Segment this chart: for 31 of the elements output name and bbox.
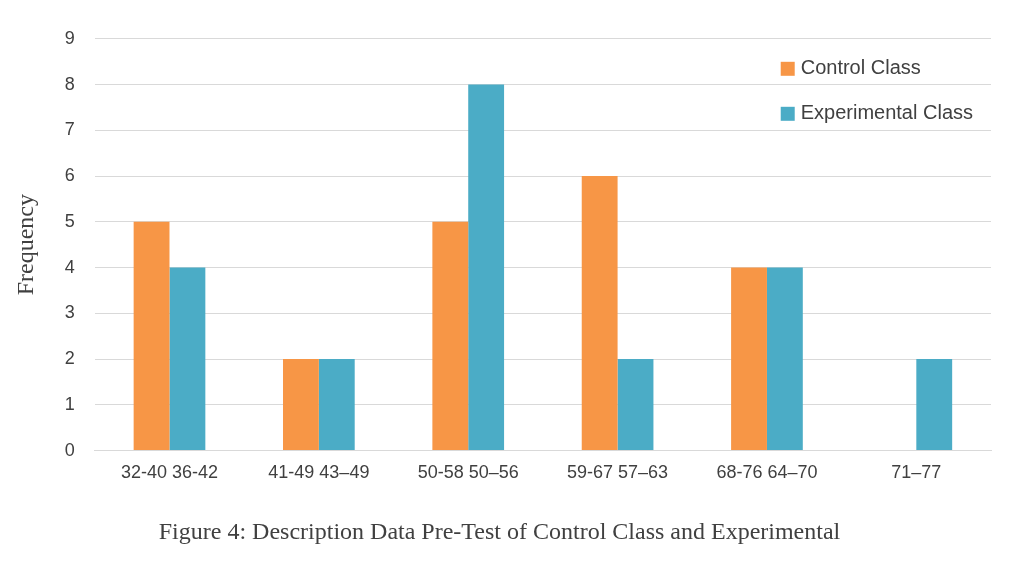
legend-label: Control Class bbox=[800, 56, 921, 79]
bar bbox=[468, 84, 505, 451]
y-tick-label: 1 bbox=[64, 393, 75, 414]
x-tick-label: 50-58 50–56 bbox=[417, 462, 519, 483]
y-tick-label: 0 bbox=[64, 439, 75, 460]
bar bbox=[581, 176, 618, 451]
y-axis-title: Frequency bbox=[11, 194, 38, 296]
legend-label: Experimental Class bbox=[800, 101, 974, 124]
bar bbox=[283, 359, 319, 451]
bar bbox=[731, 267, 767, 451]
text: Figure 4: Description Data Pre-Test of Control Class and Experimental bbox=[158, 517, 841, 544]
y-tick-label: 5 bbox=[64, 210, 75, 231]
x-tick-label: 59-67 57–63 bbox=[567, 462, 669, 483]
bar bbox=[318, 359, 355, 451]
bar bbox=[766, 267, 803, 451]
x-tick-label: 41-49 43–49 bbox=[268, 462, 370, 483]
bar bbox=[169, 267, 206, 451]
y-tick-label: 2 bbox=[64, 348, 75, 369]
y-tick-label: 9 bbox=[64, 27, 75, 48]
bar bbox=[432, 221, 469, 451]
x-tick-label: 68-76 64–70 bbox=[716, 462, 818, 483]
x-tick-label: 71–77 bbox=[891, 462, 942, 483]
y-tick-label: 3 bbox=[64, 302, 75, 323]
bar bbox=[916, 359, 953, 451]
y-tick-label: 4 bbox=[64, 256, 75, 277]
y-tick-label: 8 bbox=[64, 73, 75, 94]
bar bbox=[133, 221, 170, 451]
x-tick-label: 32-40 36-42 bbox=[120, 462, 219, 483]
bar bbox=[617, 359, 654, 451]
y-tick-label: 7 bbox=[64, 119, 75, 140]
y-tick-label: 6 bbox=[64, 165, 75, 186]
